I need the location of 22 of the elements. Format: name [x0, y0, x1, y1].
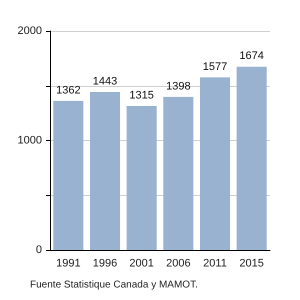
bar: [90, 92, 120, 250]
bar: [200, 77, 230, 250]
y-tick-label: 2000: [18, 25, 42, 37]
data-label: 1362: [56, 84, 81, 96]
bar: [163, 96, 194, 250]
x-tick-label: 2001: [129, 258, 154, 270]
x-tick-label: 1991: [56, 258, 81, 270]
bar: [126, 106, 157, 250]
y-tick-label: 1000: [18, 134, 42, 146]
data-label: 1315: [129, 90, 154, 102]
y-tick-label: 0: [36, 244, 42, 256]
x-tick-label: 2011: [203, 258, 227, 270]
data-label: 1398: [166, 80, 191, 92]
x-tick-label: 2015: [239, 258, 264, 270]
data-label: 1674: [239, 50, 264, 62]
bar: [236, 66, 267, 250]
bar: [53, 100, 84, 250]
data-label: 1577: [202, 60, 228, 73]
data-label: 1443: [92, 75, 118, 88]
x-tick-label: 1996: [92, 258, 118, 270]
x-tick-label: 2006: [166, 258, 191, 270]
source-note: Fuente Statistique Canada y MAMOT.: [30, 280, 198, 290]
